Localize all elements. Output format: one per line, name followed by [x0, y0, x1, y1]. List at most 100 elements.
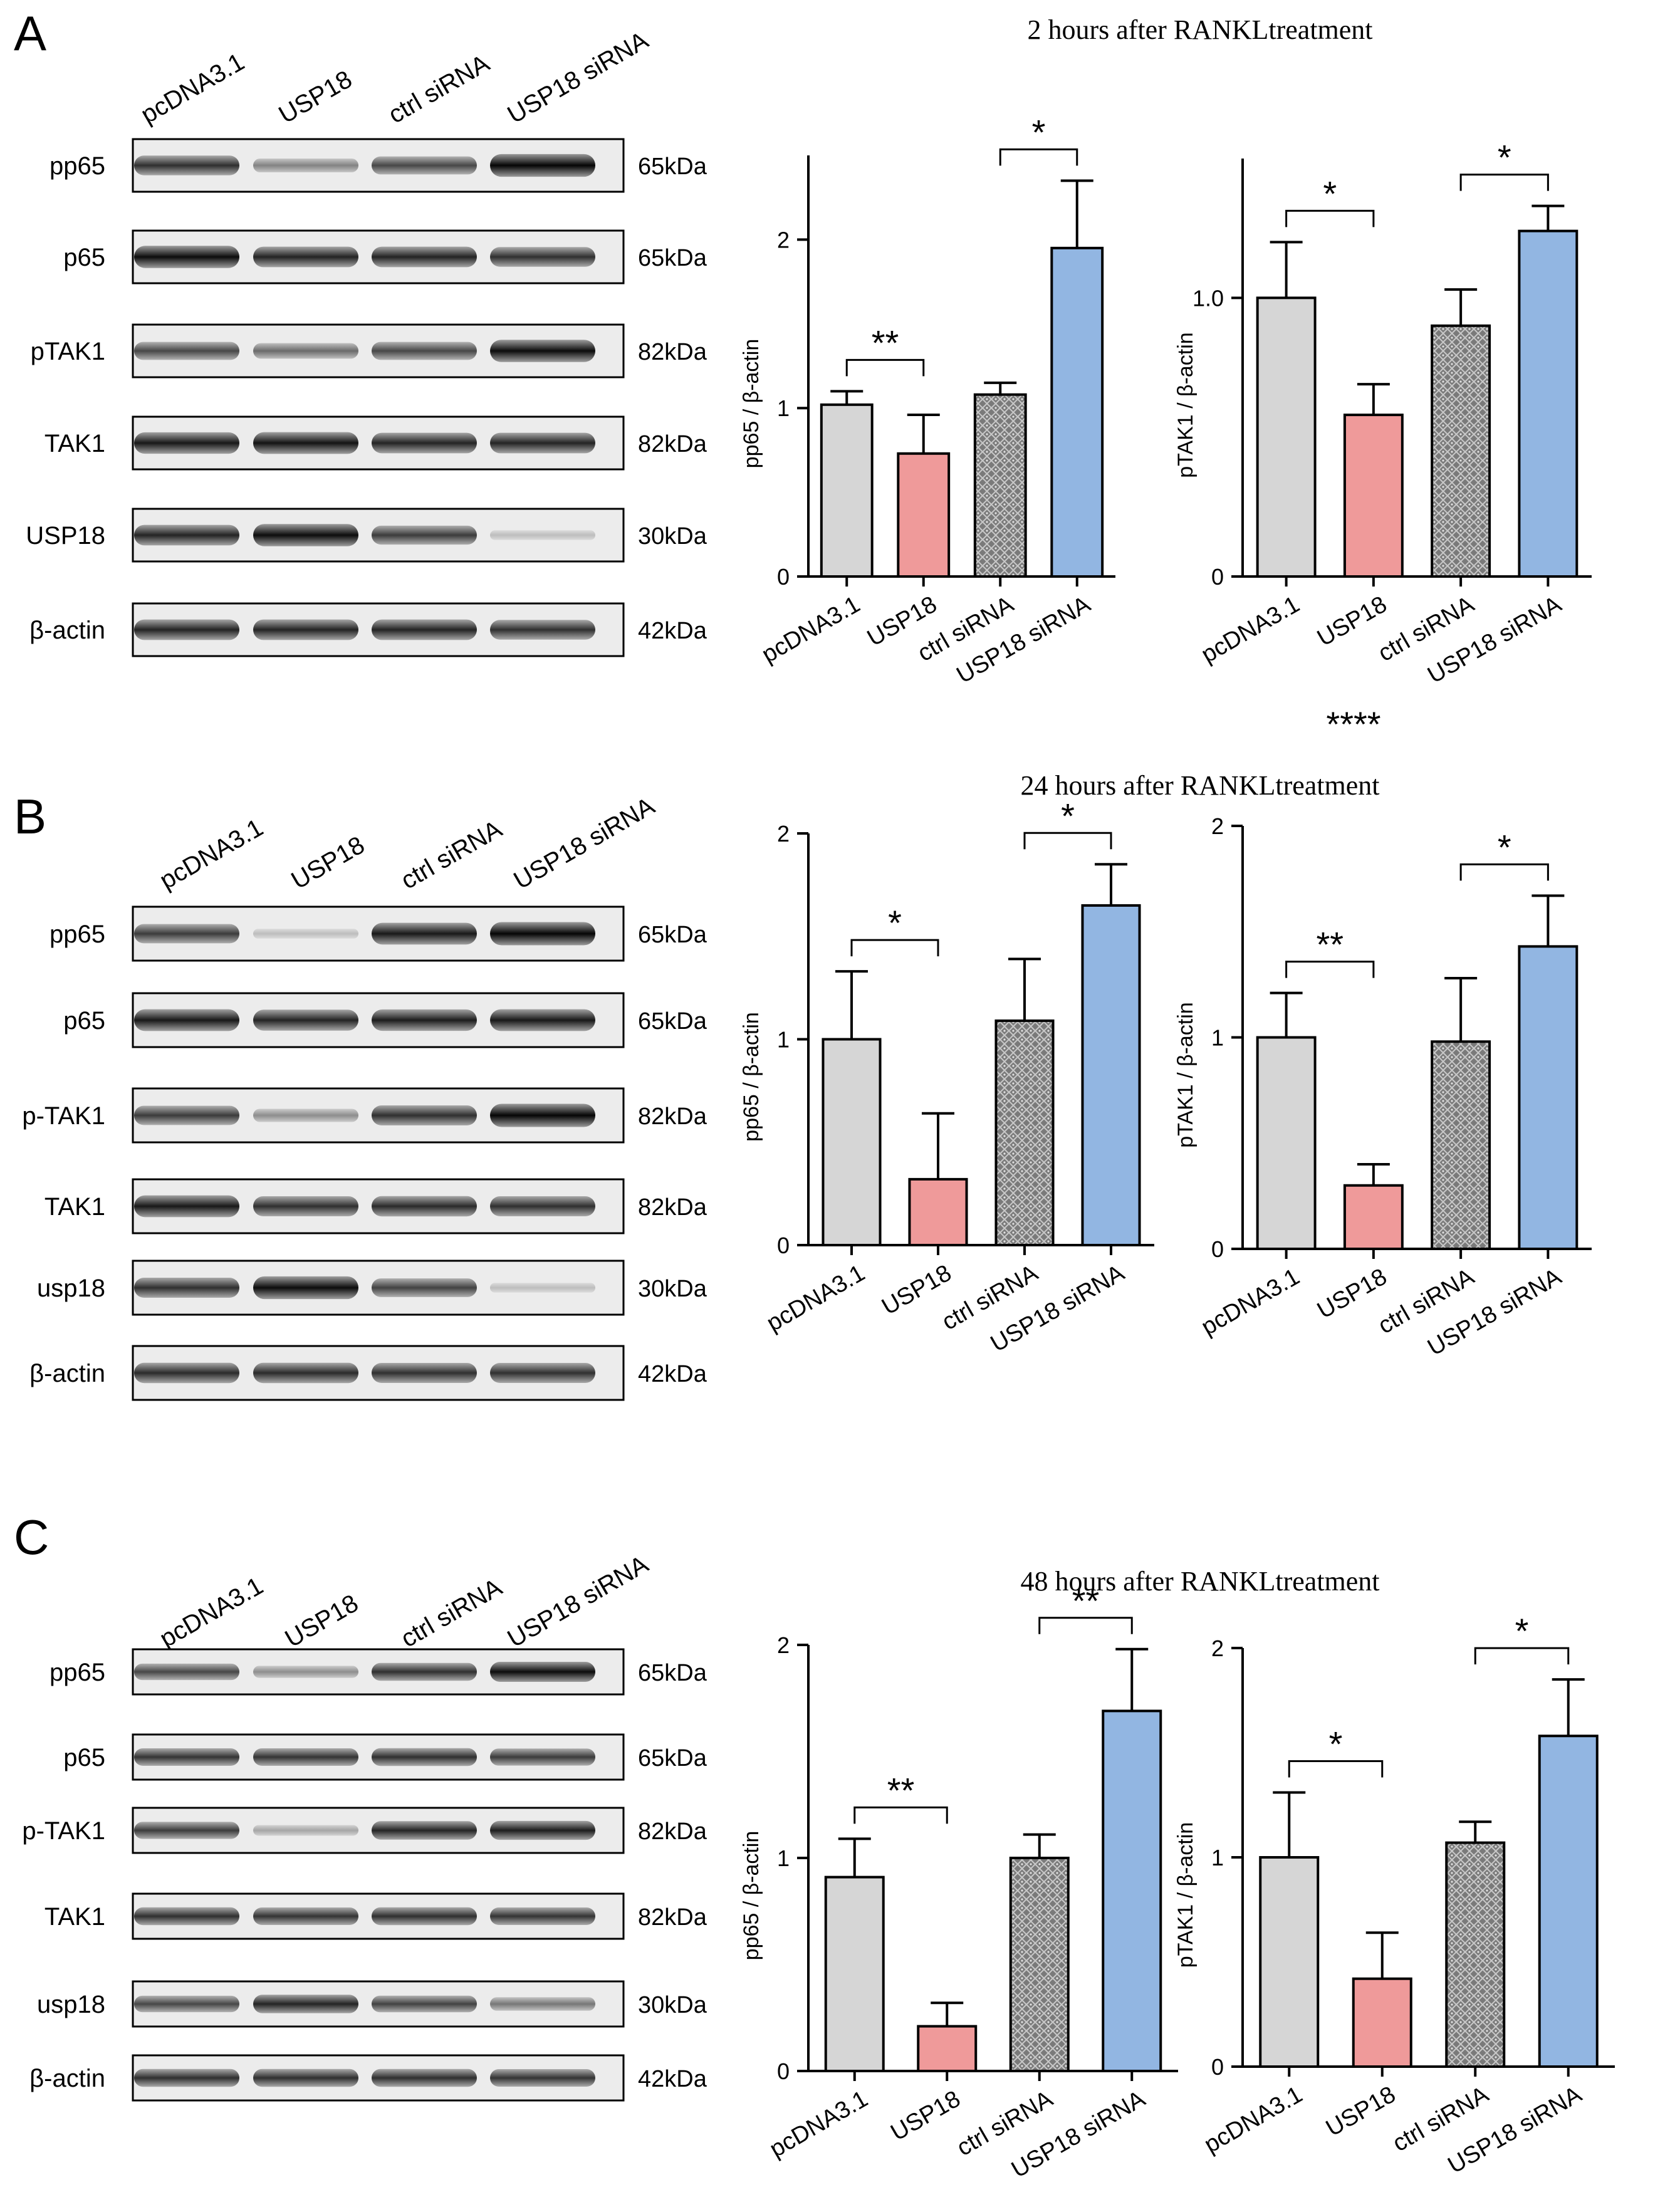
panel-title: 48 hours after RANKLtreatment — [1020, 1566, 1379, 1597]
blot-band — [134, 619, 239, 640]
y-tick-label: 2 — [1211, 1636, 1224, 1661]
blot-row: pp65 65kDa — [50, 905, 707, 962]
blot-band — [134, 1907, 239, 1926]
significance-label: * — [1061, 796, 1075, 835]
blot-row: TAK1 82kDa — [44, 415, 707, 471]
y-axis-label: pp65 / β-actin — [739, 1012, 763, 1142]
blot-band — [490, 432, 595, 454]
blot-band — [134, 1822, 239, 1839]
bar-pcdna3-1 — [824, 1876, 885, 2073]
x-tick-label: pcDNA3.1 — [1197, 1263, 1304, 1340]
kda-label: 65kDa — [638, 1660, 707, 1686]
blot-band — [134, 1995, 239, 2013]
blot-band — [490, 1283, 595, 1293]
blot-band — [134, 524, 239, 546]
protein-label: TAK1 — [44, 1903, 105, 1931]
blot-band — [372, 1748, 477, 1766]
significance-label: ** — [1316, 925, 1344, 964]
protein-label: p65 — [63, 1744, 105, 1771]
y-axis-label: pp65 / β-actin — [739, 1831, 763, 1961]
y-tick-label: 1 — [777, 395, 790, 421]
protein-label: TAK1 — [44, 430, 105, 457]
kda-label: 82kDa — [638, 1818, 707, 1845]
y-axis-label: pp65 / β-actin — [739, 339, 763, 469]
significance-bracket — [999, 148, 1078, 166]
bar-usp18-sirna — [1050, 246, 1104, 578]
blot-band — [253, 524, 358, 546]
significance-bracket — [1285, 961, 1375, 978]
lane-label: pcDNA3.1 — [137, 48, 249, 129]
blot-row: p-TAK1 82kDa — [22, 1807, 707, 1854]
bar-usp18 — [1343, 1184, 1404, 1250]
y-tick-label: 0 — [1211, 1236, 1224, 1262]
significance-label: * — [1498, 827, 1511, 867]
blot-band — [253, 1666, 358, 1678]
blot-band — [372, 1196, 477, 1217]
x-tick-label: pcDNA3.1 — [1197, 591, 1304, 668]
blot-band — [490, 1748, 595, 1766]
blot-band — [253, 246, 358, 268]
bar-ctrl-sirna — [1431, 324, 1491, 578]
bar-usp18-sirna — [1518, 229, 1578, 578]
protein-label: pp65 — [50, 921, 105, 948]
kda-label: 65kDa — [638, 245, 707, 271]
bar-ctrl-sirna — [1009, 1857, 1070, 2072]
kda-label: 65kDa — [638, 1745, 707, 1771]
blot-band — [134, 2069, 239, 2087]
blot-row: p65 65kDa — [63, 992, 707, 1048]
bar-usp18-sirna — [1081, 904, 1141, 1246]
blot-band — [372, 1995, 477, 2013]
y-tick-label: 1 — [777, 1845, 790, 1871]
kda-label: 65kDa — [638, 922, 707, 948]
y-tick-label: 1 — [1211, 1845, 1224, 1870]
bar-usp18-sirna — [1102, 1709, 1162, 2072]
significance-bracket — [853, 1806, 948, 1824]
protein-label: β-actin — [29, 617, 105, 644]
protein-label: p65 — [63, 1007, 105, 1035]
kda-label: 30kDa — [638, 1276, 707, 1302]
significance-label: * — [1032, 112, 1046, 152]
blot-band — [372, 1278, 477, 1297]
blot-band — [372, 342, 477, 360]
blot-band — [490, 2069, 595, 2087]
blot-row: β-actin 42kDa — [29, 2054, 707, 2102]
blot-band — [253, 343, 358, 359]
significance-bracket — [1474, 1647, 1570, 1665]
protein-label: β-actin — [29, 1360, 105, 1387]
significance-label: ** — [872, 323, 899, 362]
kda-label: 42kDa — [638, 1361, 707, 1387]
kda-label: 82kDa — [638, 339, 707, 365]
x-tick-label: USP18 — [1322, 2081, 1400, 2142]
panel-title: 2 hours after RANKLtreatment — [1027, 14, 1372, 45]
significance-label: * — [1329, 1724, 1343, 1763]
blot-row: p65 65kDa — [63, 229, 707, 284]
lane-label: USP18 siRNA — [503, 26, 654, 129]
bar-usp18 — [917, 2025, 978, 2073]
blot-band — [490, 247, 595, 267]
x-tick-label: pcDNA3.1 — [1200, 2081, 1307, 2158]
blot-row: pTAK1 82kDa — [31, 323, 707, 378]
y-tick-label: 0 — [777, 2058, 790, 2084]
bar-pcdna3-1 — [820, 403, 874, 578]
bar-ctrl-sirna — [1445, 1841, 1506, 2069]
y-axis-label: pTAK1 / β-actin — [1174, 1822, 1198, 1968]
kda-label: 42kDa — [638, 618, 707, 644]
x-tick-label: pcDNA3.1 — [763, 1260, 870, 1337]
blot-band — [253, 1276, 358, 1300]
protein-label: pp65 — [50, 1659, 105, 1686]
blot-band — [253, 1009, 358, 1031]
bar-pcdna3-1 — [1259, 1856, 1320, 2068]
kda-label: 30kDa — [638, 1992, 707, 2018]
y-tick-label: 2 — [1211, 813, 1224, 839]
blot-band — [253, 158, 358, 173]
blot-band — [372, 432, 477, 454]
blot-panel-A: A 2 hours after RANKLtreatment pcDNA3.1 USP… — [14, 6, 1373, 657]
blot-band — [134, 1009, 239, 1031]
y-tick-label: 1 — [1211, 1025, 1224, 1051]
